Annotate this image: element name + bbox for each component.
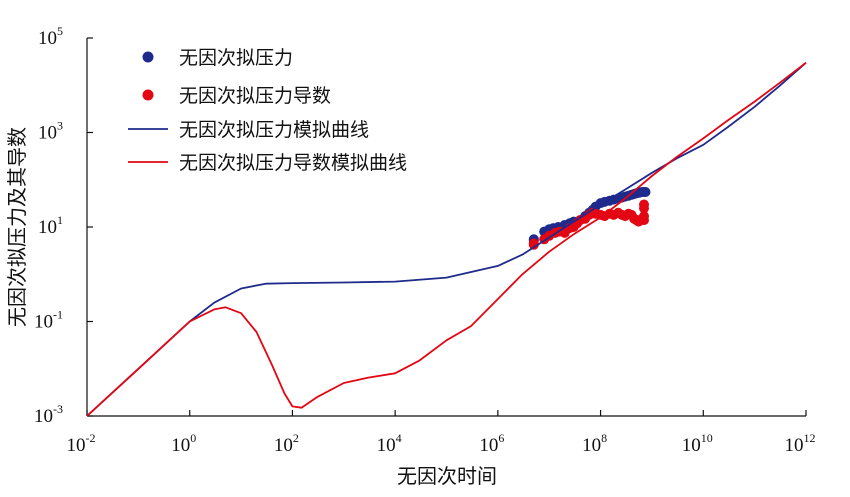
y-tick-label: 101 — [38, 213, 63, 238]
series-1 — [528, 199, 649, 250]
x-tick-label: 104 — [377, 431, 402, 456]
y-tick-label: 105 — [38, 24, 63, 49]
y-tick-label: 103 — [38, 119, 63, 144]
x-tick-label: 102 — [274, 431, 299, 456]
series-line — [86, 62, 807, 417]
data-point — [639, 211, 649, 222]
x-axis-title: 无因次时间 — [397, 464, 497, 488]
data-point — [639, 199, 649, 210]
data-point — [528, 239, 539, 250]
legend-label: 无因次拟压力模拟曲线 — [179, 119, 369, 141]
legend-label: 无因次拟压力导数模拟曲线 — [179, 152, 407, 174]
x-tick-label: 10-2 — [67, 431, 96, 456]
series-2 — [86, 62, 807, 417]
axes: 10-2 100 102 104 106 108 1010 1012 10-3 10-1 101 10… — [34, 24, 816, 456]
series-3 — [86, 61, 807, 417]
x-tick-label: 100 — [171, 431, 196, 456]
series-line — [86, 61, 807, 417]
x-tick-label: 1010 — [682, 431, 713, 456]
y-tick-label: 10-1 — [34, 308, 63, 333]
x-tick-label: 106 — [479, 431, 504, 456]
legend-label: 无因次拟压力 — [179, 47, 293, 69]
x-tick-label: 108 — [582, 431, 607, 456]
y-tick-label: 10-3 — [34, 402, 63, 427]
data-point — [640, 187, 651, 197]
x-tick-label: 1012 — [785, 431, 816, 456]
legend-marker — [142, 89, 154, 101]
series-layer — [86, 61, 807, 417]
legend-label: 无因次拟压力导数 — [179, 85, 331, 107]
y-axis-title: 无因次拟压力及其导数 — [5, 127, 29, 327]
legend-marker — [142, 51, 154, 63]
